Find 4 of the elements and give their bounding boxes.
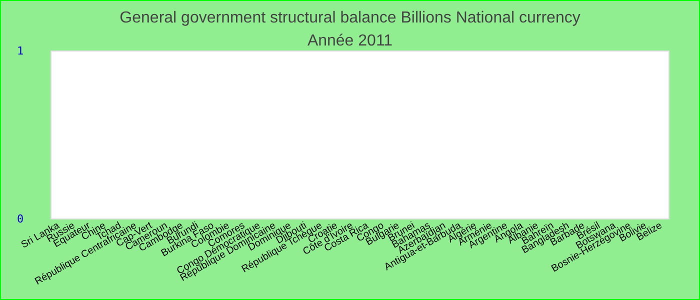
y-tick-label: 1 <box>17 44 24 58</box>
chart-title: General government structural balance Billions National currency <box>120 10 580 26</box>
chart-subtitle: Année 2011 <box>307 32 393 50</box>
y-tick-label: 0 <box>17 212 24 226</box>
